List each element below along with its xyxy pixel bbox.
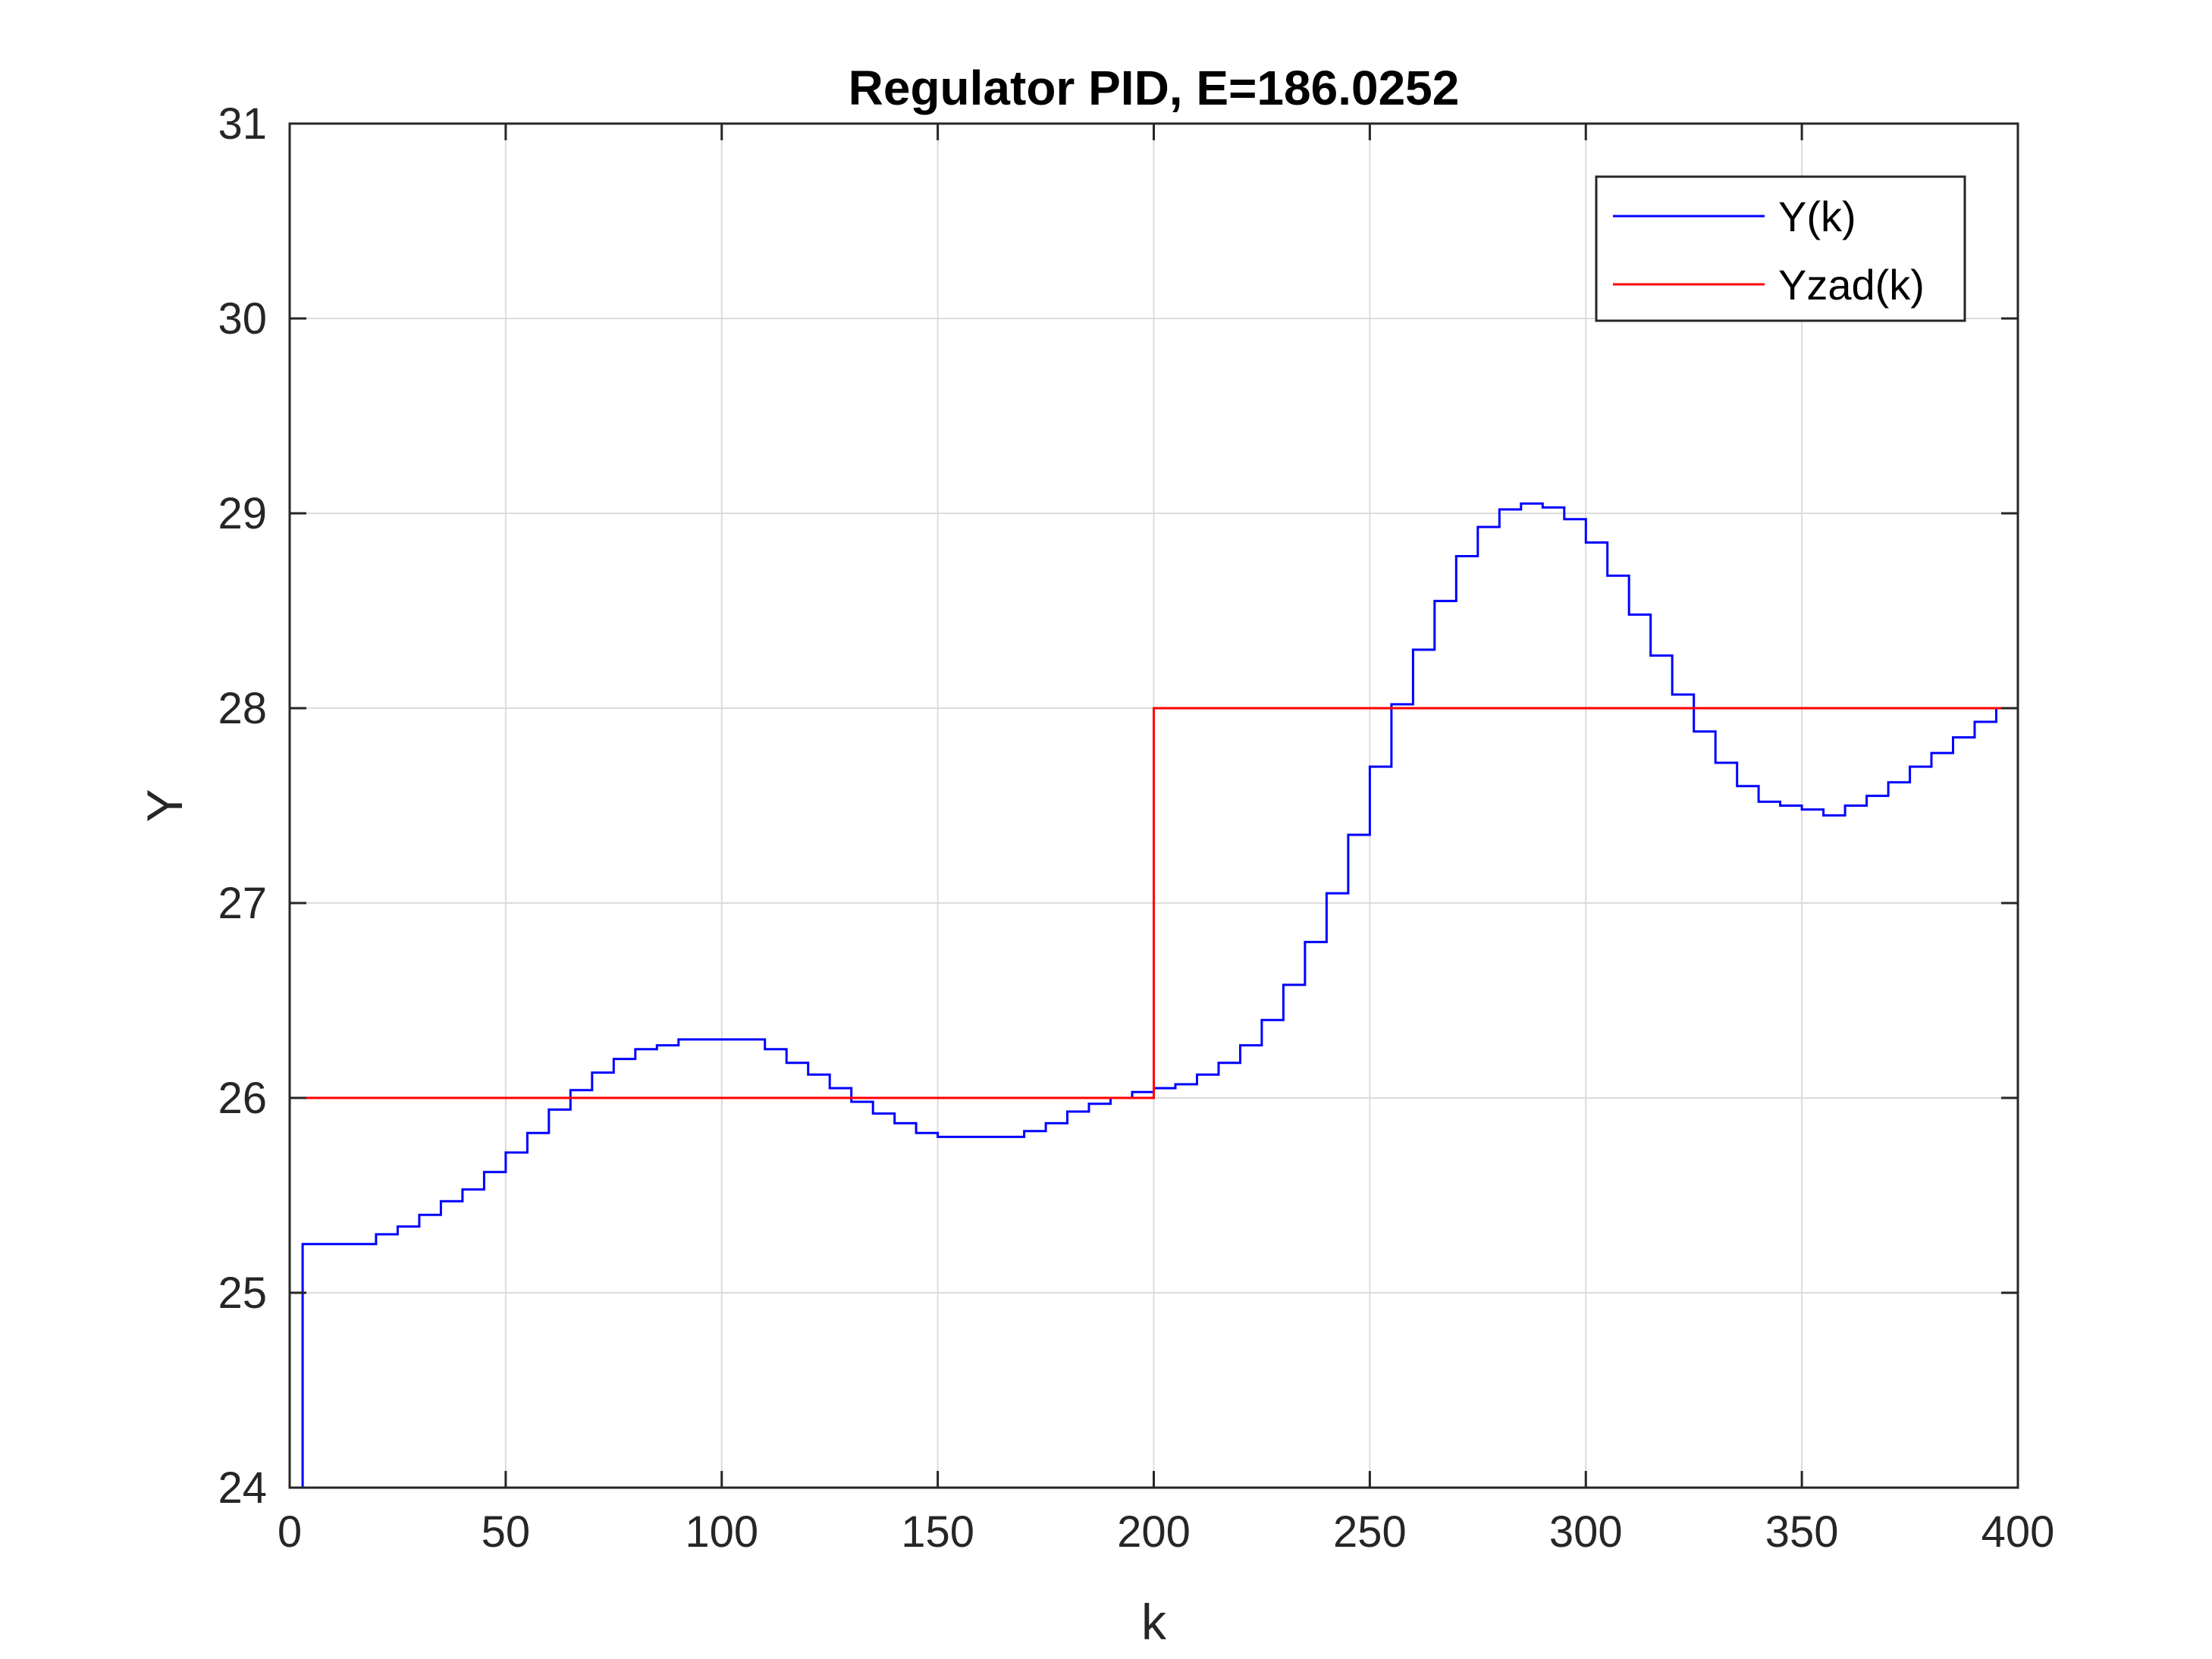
x-tick-label: 200 [1117, 1507, 1191, 1557]
chart-title: Regulator PID, E=186.0252 [849, 61, 1460, 115]
y-tick-label: 28 [218, 684, 267, 733]
x-axis-label: k [1141, 1594, 1167, 1650]
y-tick-label: 25 [218, 1269, 267, 1318]
x-tick-label: 100 [685, 1507, 758, 1557]
x-tick-label: 50 [482, 1507, 531, 1557]
x-tick-label: 400 [1981, 1507, 2055, 1557]
x-tick-label: 0 [278, 1507, 302, 1557]
series-layer [290, 502, 2019, 1489]
legend: Y(k) Yzad(k) [1595, 175, 1966, 322]
x-tick-label: 300 [1549, 1507, 1623, 1557]
tick-labels: 0 50 100 150 200 250 300 350 400 24 25 26 27 28 29 30 31 [218, 99, 2054, 1557]
y-axis-label: Y [136, 789, 193, 822]
series-y-line [290, 502, 2019, 1489]
ticks [288, 122, 2019, 1489]
y-tick-label: 29 [218, 489, 267, 538]
legend-label-yzad: Yzad(k) [1778, 261, 1925, 309]
y-tick-label: 24 [218, 1463, 267, 1513]
x-tick-label: 350 [1765, 1507, 1839, 1557]
legend-label-y: Y(k) [1778, 193, 1856, 240]
y-tick-label: 27 [218, 879, 267, 928]
y-tick-label: 26 [218, 1074, 267, 1123]
y-tick-label: 30 [218, 294, 267, 343]
x-tick-label: 250 [1333, 1507, 1407, 1557]
series-yzad-line [290, 707, 2018, 1099]
legend-box [1595, 175, 1966, 322]
y-tick-label: 31 [218, 99, 267, 149]
x-tick-label: 150 [901, 1507, 974, 1557]
